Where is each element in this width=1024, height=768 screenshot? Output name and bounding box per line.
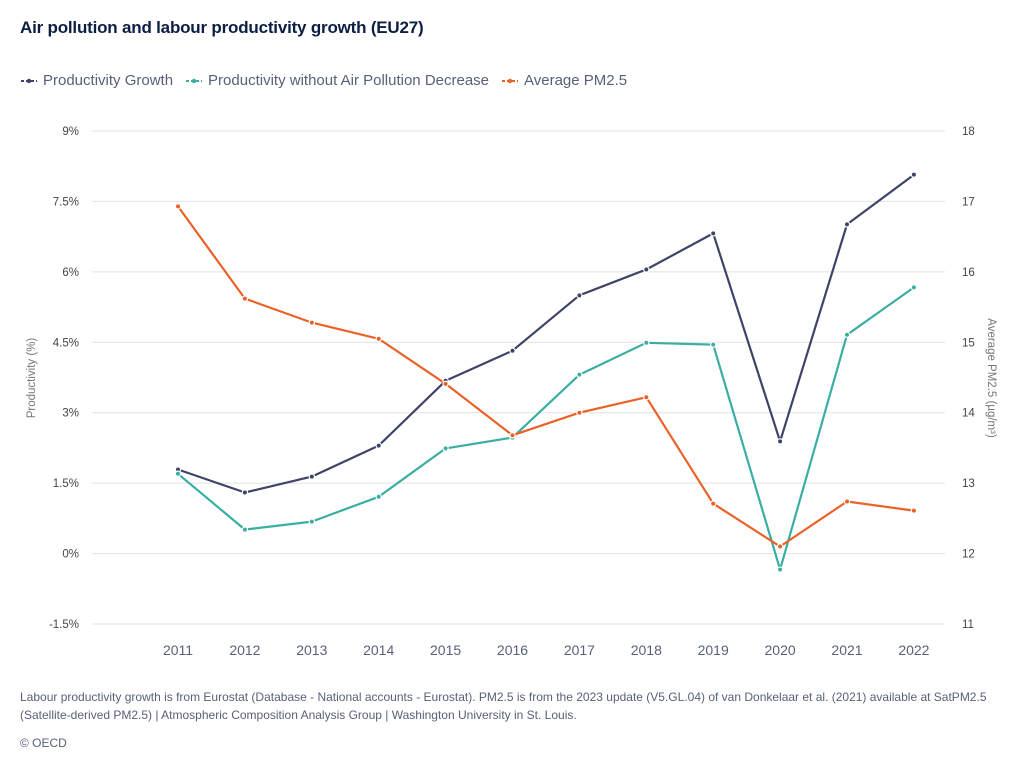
legend-swatch-icon: [502, 78, 519, 83]
y-tick-label: 3%: [62, 408, 79, 420]
data-point: [375, 493, 382, 500]
y-axis-right-ticks: 11 12 13 14 15 16 17 18: [962, 126, 975, 631]
data-point: [910, 507, 918, 514]
legend-item-average-pm25[interactable]: Average PM2.5: [501, 72, 627, 89]
data-point: [174, 203, 182, 210]
y2-tick-label: 16: [962, 267, 975, 279]
data-point: [509, 432, 516, 439]
data-point: [442, 445, 449, 452]
y2-tick-label: 11: [962, 619, 974, 631]
copyright: © OECD: [20, 736, 67, 750]
y-axis-left-title: Productivity (%): [26, 338, 38, 419]
data-point: [576, 292, 583, 299]
legend: Productivity Growth Productivity without…: [20, 72, 627, 89]
legend-item-productivity-without-pollution[interactable]: Productivity without Air Pollution Decre…: [185, 72, 489, 89]
y2-tick-label: 12: [962, 549, 975, 561]
data-point: [576, 409, 583, 416]
legend-label: Productivity without Air Pollution Decre…: [208, 72, 490, 89]
gridlines: [92, 130, 945, 625]
chart-title: Air pollution and labour productivity gr…: [20, 18, 424, 37]
x-tick-label: 2015: [430, 642, 461, 658]
x-tick-label: 2013: [296, 642, 327, 658]
series-line: [177, 286, 915, 571]
legend-swatch-icon: [186, 78, 203, 83]
x-tick-label: 2021: [831, 642, 862, 658]
legend-label: Productivity Growth: [43, 72, 174, 89]
legend-swatch-dot: [26, 78, 32, 83]
y-tick-label: 6%: [62, 267, 79, 279]
x-axis-ticks: 2011 2012 2013 2014 2015 2016 2017 2018 2019 2020…: [163, 642, 930, 658]
y2-tick-label: 17: [962, 196, 975, 208]
legend-swatch-dot: [191, 78, 197, 83]
legend-swatch-dot: [507, 78, 513, 83]
series-line: [177, 205, 915, 548]
x-tick-label: 2011: [163, 642, 193, 658]
data-point: [776, 566, 784, 573]
x-tick-label: 2020: [765, 642, 796, 658]
y-tick-label: 4.5%: [53, 337, 79, 349]
data-point: [375, 442, 382, 449]
y-tick-label: 9%: [62, 126, 79, 138]
y-axis-right-title: Average PM2.5 (µg/m³): [985, 318, 997, 438]
x-tick-label: 2016: [497, 642, 528, 658]
data-point: [241, 295, 249, 302]
series-points: [174, 171, 918, 573]
legend-item-productivity-growth[interactable]: Productivity Growth: [20, 72, 173, 89]
data-point: [308, 518, 315, 525]
data-point: [710, 500, 717, 507]
data-point: [710, 341, 717, 348]
y-tick-label: -1.5%: [49, 619, 79, 631]
data-point: [843, 331, 851, 338]
data-point: [776, 438, 784, 445]
data-point: [308, 319, 315, 326]
x-tick-label: 2019: [698, 642, 729, 658]
data-point: [643, 394, 650, 401]
y2-tick-label: 13: [962, 478, 975, 490]
data-point: [576, 371, 583, 378]
data-point: [643, 266, 650, 273]
data-point: [843, 221, 851, 228]
data-point: [308, 473, 315, 480]
data-point: [375, 335, 382, 342]
legend-swatch-icon: [21, 78, 37, 83]
data-point: [509, 347, 516, 354]
series-line: [177, 173, 915, 494]
series-lines: [177, 173, 915, 571]
legend-label: Average PM2.5: [524, 72, 628, 89]
x-tick-label: 2012: [229, 642, 260, 658]
data-point: [241, 526, 249, 533]
y2-tick-label: 18: [962, 126, 975, 138]
data-point: [643, 339, 650, 346]
data-point: [241, 489, 249, 496]
data-point: [776, 543, 784, 550]
y-tick-label: 0%: [62, 549, 79, 561]
source-note: Labour productivity growth is from Euros…: [20, 690, 987, 722]
data-point: [910, 171, 918, 178]
x-tick-label: 2017: [564, 642, 595, 658]
data-point: [174, 470, 182, 477]
y-tick-label: 7.5%: [53, 196, 79, 208]
data-point: [710, 230, 717, 237]
data-point: [442, 380, 449, 388]
y-tick-label: 1.5%: [53, 478, 79, 490]
data-point: [843, 498, 851, 505]
x-tick-label: 2014: [363, 642, 394, 658]
x-tick-label: 2022: [898, 642, 929, 658]
y-axis-left-ticks: -1.5% 0% 1.5% 3% 4.5% 6% 7.5% 9%: [49, 126, 79, 631]
x-tick-label: 2018: [631, 642, 662, 658]
y2-tick-label: 14: [962, 408, 975, 420]
y2-tick-label: 15: [962, 337, 975, 349]
line-chart: -1.5% 0% 1.5% 3% 4.5% 6% 7.5% 9% 11 12 13 14 15 16 17…: [26, 126, 997, 658]
data-point: [910, 284, 918, 291]
